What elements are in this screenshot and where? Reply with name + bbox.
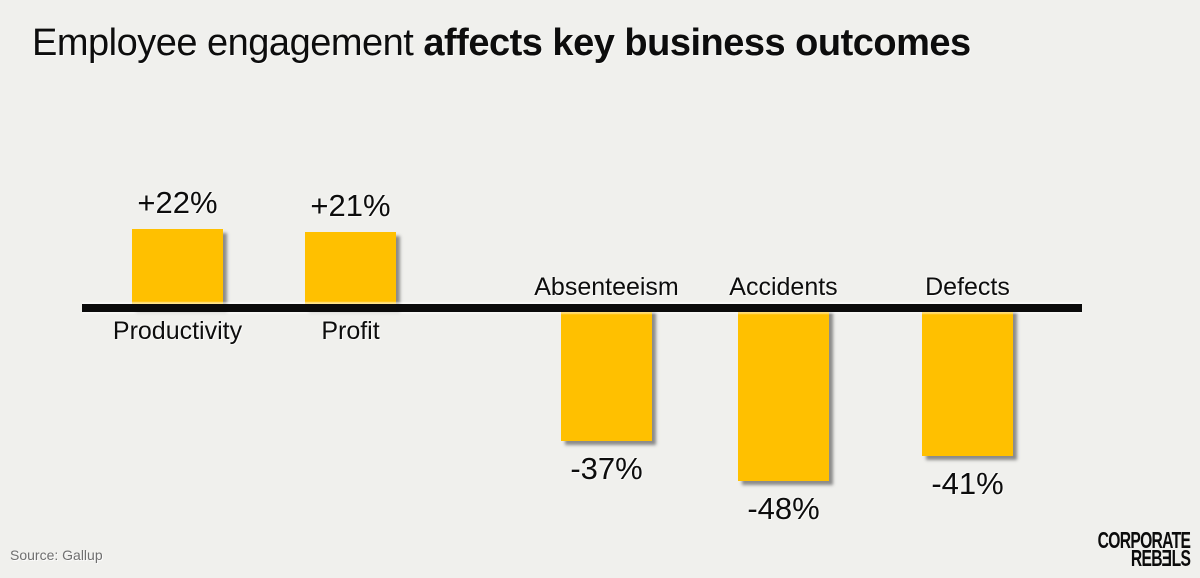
value-label-absenteeism: -37% (570, 451, 643, 486)
category-label-accidents: Accidents (729, 273, 838, 301)
chart-title: Employee engagement affects key business… (32, 20, 971, 66)
bar-productivity (132, 229, 223, 308)
chart-title-bold: affects key business outcomes (423, 22, 971, 64)
bar-defects (922, 308, 1013, 456)
bar-absenteeism (561, 308, 652, 441)
category-label-productivity: Productivity (112, 317, 243, 345)
chart-title-regular: Employee engagement (32, 22, 424, 64)
value-label-defects: -41% (931, 466, 1004, 501)
logo-line1: CORPORATE (1097, 527, 1190, 553)
logo-line2: REBELS (1130, 545, 1191, 571)
category-label-profit: Profit (321, 317, 380, 345)
category-label-absenteeism: Absenteeism (534, 273, 679, 301)
value-label-profit: +21% (310, 188, 391, 223)
logo-mirrored-e: E (1161, 545, 1172, 571)
value-label-productivity: +22% (137, 185, 218, 220)
corporate-rebels-logo: CORPORATE REBELS (1097, 527, 1191, 572)
value-label-accidents: -48% (747, 491, 820, 526)
category-label-defects: Defects (925, 273, 1010, 301)
x-axis-line (82, 304, 1082, 312)
bar-accidents (738, 308, 829, 481)
source-note: Source: Gallup (10, 547, 103, 563)
bar-profit (305, 232, 396, 308)
